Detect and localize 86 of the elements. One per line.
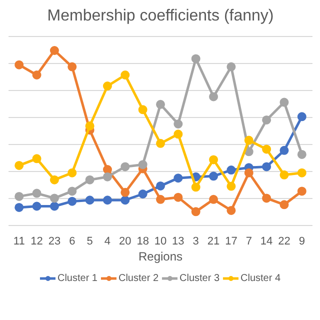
- point: [120, 188, 130, 197]
- point: [50, 175, 59, 184]
- point: [32, 202, 42, 211]
- point: [226, 166, 236, 175]
- x-axis-title: Regions: [138, 250, 183, 264]
- point: [156, 138, 165, 148]
- point: [280, 98, 289, 107]
- point: [297, 186, 306, 196]
- point: [209, 172, 218, 181]
- legend-label: Cluster 3: [180, 272, 220, 284]
- point: [14, 202, 24, 212]
- point: [262, 115, 272, 124]
- point: [297, 168, 306, 178]
- x-tick-label: 11: [13, 236, 25, 248]
- x-tick-label: 5: [86, 236, 93, 248]
- point: [226, 182, 236, 191]
- point: [156, 100, 165, 109]
- point: [14, 160, 24, 170]
- point: [14, 192, 24, 201]
- point: [68, 186, 77, 196]
- x-tick-label: 12: [30, 236, 43, 248]
- x-tick-label: 21: [207, 236, 220, 248]
- point: [138, 190, 148, 198]
- point: [297, 150, 306, 159]
- point: [68, 196, 77, 206]
- point: [280, 170, 289, 180]
- x-tick-label: 17: [225, 236, 238, 248]
- x-tick-label: 13: [172, 236, 184, 248]
- point: [156, 181, 165, 190]
- point: [191, 207, 200, 216]
- point: [174, 192, 183, 202]
- point: [174, 120, 183, 128]
- point: [138, 105, 148, 114]
- point: [262, 194, 272, 203]
- point: [85, 196, 94, 205]
- point: [120, 196, 130, 205]
- point: [174, 130, 183, 139]
- point: [244, 136, 254, 145]
- x-tick-label: 14: [260, 236, 273, 248]
- point: [174, 174, 183, 183]
- point: [85, 121, 94, 130]
- point: [50, 46, 59, 55]
- point: [32, 188, 42, 198]
- chart-title: Membership coefficients (fanny): [47, 8, 274, 24]
- x-tick-label: 20: [119, 236, 132, 248]
- point: [244, 168, 254, 178]
- legend-label: Cluster 2: [118, 272, 158, 284]
- point: [14, 60, 24, 70]
- point: [120, 162, 130, 172]
- point: [156, 194, 165, 204]
- point: [297, 112, 306, 122]
- x-tick-label: 18: [136, 236, 149, 248]
- legend-label: Cluster 1: [57, 272, 98, 284]
- point: [102, 82, 112, 91]
- point: [209, 92, 218, 102]
- x-tick-label: 7: [246, 236, 252, 248]
- x-tick-label: 23: [48, 236, 61, 248]
- point: [120, 70, 130, 80]
- point: [209, 194, 218, 204]
- point: [68, 62, 77, 72]
- x-tick-label: 6: [69, 236, 76, 248]
- point: [32, 154, 42, 164]
- point: [102, 196, 112, 205]
- point: [226, 206, 236, 215]
- point: [102, 165, 112, 174]
- x-tick-label: 9: [298, 236, 305, 248]
- x-tick-label: 3: [192, 236, 199, 248]
- x-tick-label: 4: [104, 236, 111, 248]
- point: [50, 194, 59, 203]
- point: [50, 202, 59, 211]
- point: [32, 70, 42, 80]
- point: [280, 146, 289, 155]
- legend-label: Cluster 4: [240, 272, 281, 284]
- point: [262, 162, 272, 172]
- point: [226, 62, 236, 72]
- point: [102, 172, 112, 182]
- point: [191, 54, 200, 64]
- point: [68, 168, 77, 178]
- point: [191, 182, 200, 192]
- point: [280, 200, 289, 210]
- x-tick-label: 22: [278, 236, 290, 248]
- x-tick-label: 10: [154, 236, 167, 248]
- point: [138, 160, 148, 170]
- point: [85, 175, 94, 184]
- point: [209, 155, 218, 164]
- point: [262, 144, 272, 154]
